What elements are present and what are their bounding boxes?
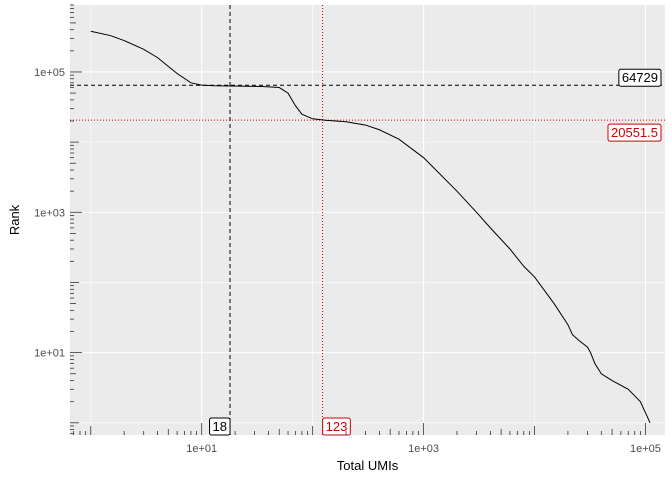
x-tick-labels: 1e+01 1e+03 1e+05	[186, 443, 661, 455]
x-axis-title: Total UMIs	[337, 458, 399, 473]
ref-label-64729: 64729	[618, 68, 662, 87]
x-tick-label: 1e+03	[408, 443, 439, 455]
y-axis-ticks	[70, 4, 82, 435]
plot-panel	[70, 5, 665, 435]
x-tick-label: 1e+01	[186, 443, 217, 455]
ref-label-20551-5: 20551.5	[607, 123, 662, 142]
y-tick-label: 1e+03	[34, 207, 65, 219]
ref-label-box	[607, 123, 662, 142]
ref-label-text: 20551.5	[611, 125, 658, 140]
x-tick-label: 1e+05	[630, 443, 661, 455]
x-axis-ticks	[73, 423, 646, 435]
ref-label-box	[618, 68, 662, 87]
ref-label-123: 123	[322, 417, 351, 436]
ref-label-text: 64729	[622, 70, 658, 85]
ref-label-18: 18	[209, 417, 231, 436]
reference-lines	[70, 5, 665, 435]
ref-label-box	[322, 417, 351, 436]
y-axis-title: Rank	[7, 204, 22, 235]
y-tick-labels: 1e+01 1e+03 1e+05	[34, 67, 65, 360]
series-line	[90, 30, 651, 424]
ref-label-text: 123	[326, 419, 348, 434]
minor-gridlines	[70, 5, 665, 435]
ref-label-text: 18	[213, 419, 227, 434]
ref-label-box	[209, 417, 231, 436]
y-tick-label: 1e+05	[34, 67, 65, 79]
reference-labels: 18 123 64729 20551.5	[209, 68, 662, 436]
y-tick-label: 1e+01	[34, 348, 65, 360]
